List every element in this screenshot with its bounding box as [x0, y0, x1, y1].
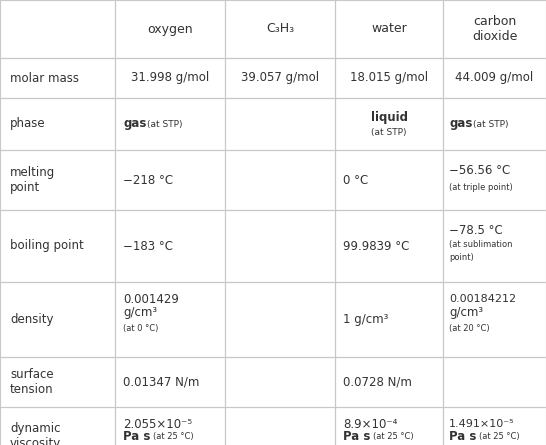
Text: dynamic
viscosity: dynamic viscosity [10, 422, 61, 445]
Text: 0.0728 N/m: 0.0728 N/m [343, 376, 412, 388]
Bar [335, 357, 443, 407]
Text: Pa s: Pa s [123, 430, 150, 444]
Bar [443, 98, 546, 150]
Bar [115, 98, 225, 150]
Text: molar mass: molar mass [10, 72, 79, 85]
Bar [225, 150, 335, 210]
Bar [0, 0, 115, 58]
Bar [0, 98, 115, 150]
Text: 0.001429: 0.001429 [123, 293, 179, 306]
Text: C₃H₃: C₃H₃ [266, 23, 294, 36]
Text: density: density [10, 313, 54, 326]
Bar [0, 357, 115, 407]
Text: g/cm³: g/cm³ [123, 306, 157, 319]
Text: (at sublimation: (at sublimation [449, 239, 513, 248]
Text: (at 25 °C): (at 25 °C) [373, 433, 414, 441]
Bar [335, 210, 443, 282]
Text: Pa s: Pa s [343, 430, 370, 444]
Text: gas: gas [449, 117, 472, 130]
Bar [225, 210, 335, 282]
Bar [443, 150, 546, 210]
Bar [335, 0, 443, 58]
Bar [115, 150, 225, 210]
Text: 1 g/cm³: 1 g/cm³ [343, 313, 388, 326]
Text: 99.9839 °C: 99.9839 °C [343, 239, 410, 252]
Text: −56.56 °C: −56.56 °C [449, 165, 511, 178]
Bar [443, 0, 546, 58]
Text: phase: phase [10, 117, 46, 130]
Text: 0.01347 N/m: 0.01347 N/m [123, 376, 199, 388]
Text: 0 °C: 0 °C [343, 174, 368, 186]
Bar [115, 0, 225, 58]
Text: (at 0 °C): (at 0 °C) [123, 324, 158, 333]
Text: Pa s: Pa s [449, 430, 476, 444]
Bar [225, 357, 335, 407]
Bar [115, 407, 225, 445]
Text: water: water [371, 23, 407, 36]
Bar [335, 58, 443, 98]
Bar [115, 58, 225, 98]
Bar [115, 210, 225, 282]
Text: 0.00184212: 0.00184212 [449, 295, 516, 304]
Text: 44.009 g/mol: 44.009 g/mol [455, 72, 533, 85]
Bar [335, 150, 443, 210]
Bar [225, 58, 335, 98]
Text: (at triple point): (at triple point) [449, 182, 513, 191]
Text: 39.057 g/mol: 39.057 g/mol [241, 72, 319, 85]
Bar [443, 357, 546, 407]
Text: (at 25 °C): (at 25 °C) [479, 433, 520, 441]
Text: (at STP): (at STP) [147, 120, 182, 129]
Bar [335, 407, 443, 445]
Bar [225, 407, 335, 445]
Bar [443, 282, 546, 357]
Text: 18.015 g/mol: 18.015 g/mol [350, 72, 428, 85]
Bar [225, 98, 335, 150]
Text: −218 °C: −218 °C [123, 174, 173, 186]
Text: −78.5 °C: −78.5 °C [449, 223, 503, 236]
Bar [0, 407, 115, 445]
Text: surface
tension: surface tension [10, 368, 54, 396]
Bar [443, 210, 546, 282]
Bar [0, 210, 115, 282]
Bar [0, 150, 115, 210]
Text: 8.9×10⁻⁴: 8.9×10⁻⁴ [343, 417, 397, 430]
Bar [443, 58, 546, 98]
Bar [335, 98, 443, 150]
Text: −183 °C: −183 °C [123, 239, 173, 252]
Text: (at 25 °C): (at 25 °C) [153, 433, 194, 441]
Text: (at STP): (at STP) [371, 128, 407, 137]
Bar [0, 58, 115, 98]
Text: 31.998 g/mol: 31.998 g/mol [131, 72, 209, 85]
Bar [443, 407, 546, 445]
Bar [225, 282, 335, 357]
Bar [0, 282, 115, 357]
Text: gas: gas [123, 117, 146, 130]
Text: carbon
dioxide: carbon dioxide [472, 15, 517, 43]
Text: boiling point: boiling point [10, 239, 84, 252]
Text: g/cm³: g/cm³ [449, 306, 483, 319]
Bar [225, 0, 335, 58]
Text: (at STP): (at STP) [473, 120, 508, 129]
Text: (at 20 °C): (at 20 °C) [449, 324, 490, 333]
Text: point): point) [449, 252, 474, 262]
Bar [115, 357, 225, 407]
Text: 2.055×10⁻⁵: 2.055×10⁻⁵ [123, 417, 192, 430]
Text: melting
point: melting point [10, 166, 55, 194]
Bar [335, 282, 443, 357]
Text: liquid: liquid [371, 110, 407, 124]
Text: 1.491×10⁻⁵: 1.491×10⁻⁵ [449, 419, 514, 429]
Bar [115, 282, 225, 357]
Text: oxygen: oxygen [147, 23, 193, 36]
